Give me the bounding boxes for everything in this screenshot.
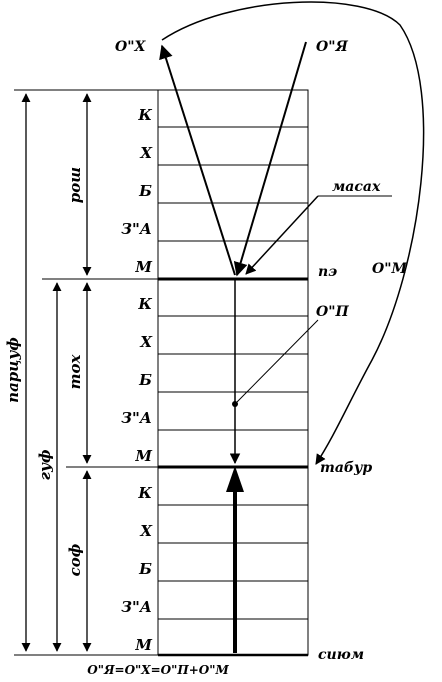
label-oya: О"Я: [316, 39, 348, 55]
masakh-pointer: [245, 195, 319, 275]
label-rosh: рош: [66, 167, 84, 203]
rosh-row-labels: К Х Б З"А М: [121, 106, 153, 276]
formula-caption: О"Я=О"Х=О"П+О"М: [87, 663, 229, 677]
label-tabur: табур: [320, 460, 372, 476]
om-surrounding-light-curve: [161, 1, 425, 465]
row-label-malkhut-3: М: [134, 636, 152, 654]
reflected-light-arrow: [159, 44, 236, 276]
label-sof: соф: [66, 544, 84, 577]
label-masakh: масах: [332, 179, 381, 195]
sof-row-labels: К Х Б З"А М: [121, 484, 153, 654]
row-label-malkhut-1: М: [134, 258, 152, 276]
row-label-keter-2: К: [137, 295, 152, 313]
row-label-bina-1: Б: [138, 182, 152, 200]
row-label-khokhma-3: Х: [139, 522, 153, 540]
row-label-bina-3: Б: [138, 560, 152, 578]
row-label-bina-2: Б: [138, 371, 152, 389]
row-label-khokhma-2: Х: [139, 333, 153, 351]
row-label-malkhut-2: М: [134, 447, 152, 465]
label-op: О"П: [316, 304, 349, 320]
left-ticks: [14, 89, 158, 656]
row-label-za-2: З"А: [121, 409, 152, 427]
label-ox: О"Х: [115, 39, 146, 55]
direct-light-arrow: [233, 41, 307, 277]
label-guf: гуф: [36, 450, 54, 481]
row-label-keter-3: К: [137, 484, 152, 502]
tokh-row-labels: К Х Б З"А М: [121, 295, 153, 465]
op-point: [232, 401, 238, 407]
surrounding-light-head: [226, 466, 244, 492]
row-label-za-3: З"А: [121, 598, 152, 616]
row-label-keter-1: К: [137, 106, 152, 124]
row-label-khokhma-1: Х: [139, 144, 153, 162]
label-pe: пэ: [318, 264, 337, 280]
label-sium: сиюм: [318, 647, 364, 663]
label-partzuf: парцуф: [4, 337, 22, 403]
op-leader: [236, 319, 319, 403]
label-om: О"М: [372, 261, 407, 277]
label-tokh: тох: [66, 354, 84, 390]
row-label-za-1: З"А: [121, 220, 152, 238]
